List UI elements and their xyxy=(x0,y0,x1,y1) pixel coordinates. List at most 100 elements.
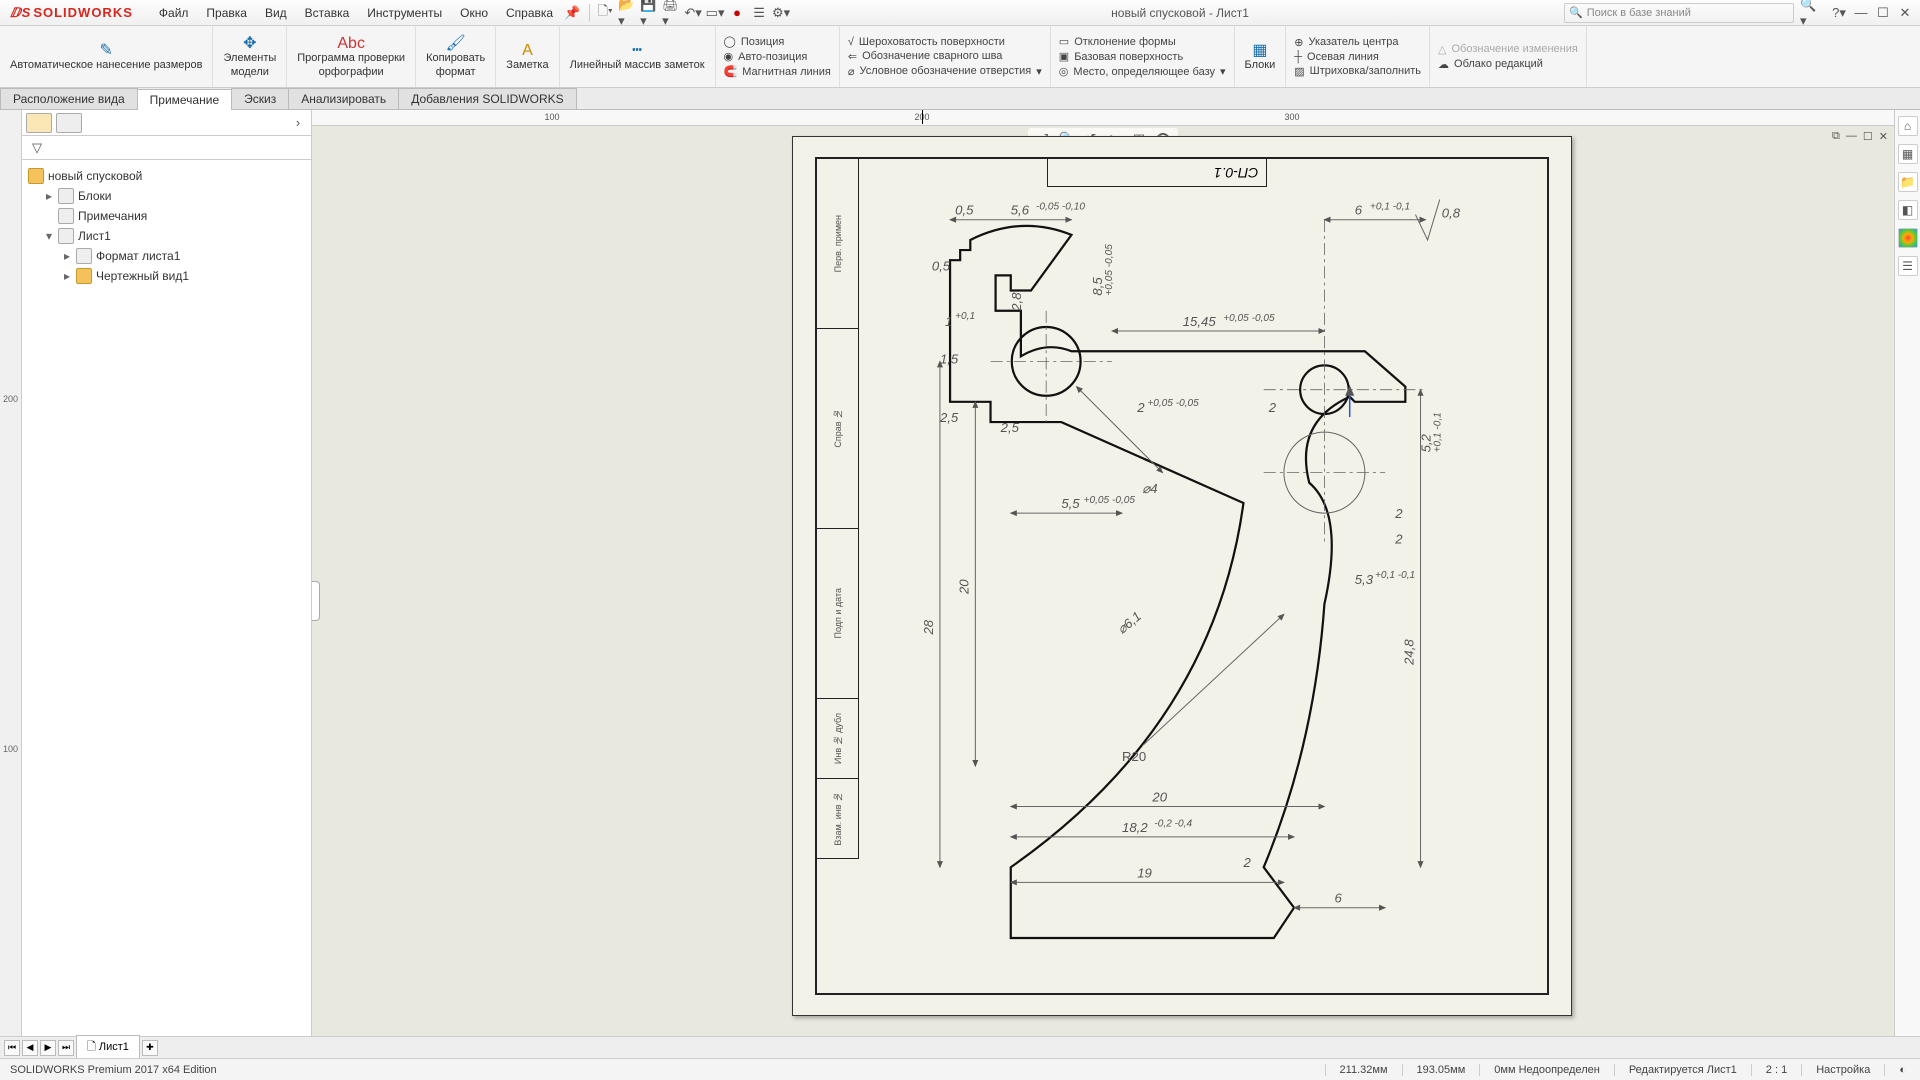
menu-edit[interactable]: Правка xyxy=(198,4,255,22)
sheet-next-icon[interactable]: ▶ xyxy=(40,1040,56,1056)
minimize-icon[interactable]: — xyxy=(1852,4,1870,22)
library-icon[interactable]: 📁 xyxy=(1898,172,1918,192)
sheet-last-icon[interactable]: ⏭ xyxy=(58,1040,74,1056)
sheet-first-icon[interactable]: ⏮ xyxy=(4,1040,20,1056)
undo-icon[interactable]: ↶▾ xyxy=(684,4,702,22)
menu-help[interactable]: Справка xyxy=(498,4,561,22)
tab-sketch[interactable]: Эскиз xyxy=(231,88,289,109)
ribbon-auto-balloon[interactable]: ◉Авто-позиция xyxy=(724,50,831,63)
ribbon-surface-finish[interactable]: √Шероховатость поверхности xyxy=(848,36,1042,48)
close-icon[interactable]: ✕ xyxy=(1896,4,1914,22)
pin-icon[interactable]: 📌 xyxy=(563,4,581,22)
ribbon-datum-target[interactable]: ◎Место, определяющее базу▾ xyxy=(1059,65,1226,78)
panel-expand-icon[interactable]: › xyxy=(289,114,307,132)
dim-6: 6 xyxy=(1355,203,1363,218)
tab-evaluate[interactable]: Анализировать xyxy=(288,88,399,109)
home-icon[interactable]: ⌂ xyxy=(1898,116,1918,136)
tree-sheet1[interactable]: ▾Лист1 xyxy=(26,226,307,246)
ribbon-centerline[interactable]: ┼Осевая линия xyxy=(1294,51,1421,63)
drawing-canvas[interactable]: ⤢ 🔍 ↺ ✂ ◫ 👁 ⧉ — ☐ ✕ СП-0.1 Перв. примен … xyxy=(312,126,1894,1036)
sheet-add-icon[interactable]: ✚ xyxy=(142,1040,158,1056)
surface-icon: √ xyxy=(848,36,854,48)
status-scale[interactable]: 2 : 1 xyxy=(1751,1064,1801,1076)
menu-file[interactable]: Файл xyxy=(151,4,197,22)
panel-splitter[interactable] xyxy=(312,581,320,621)
print-icon[interactable]: 🖨▾ xyxy=(662,4,680,22)
dim-0-5b: 0,5 xyxy=(932,258,951,273)
ribbon-datum[interactable]: ▣Базовая поверхность xyxy=(1059,50,1226,63)
mdi-max-icon[interactable]: ☐ xyxy=(1863,130,1873,143)
ribbon-center-mark[interactable]: ⊕Указатель центра xyxy=(1294,36,1421,49)
feature-tree-tab[interactable] xyxy=(26,113,52,133)
menu-view[interactable]: Вид xyxy=(257,4,295,22)
drawing-sheet[interactable]: СП-0.1 Перв. примен Справ № Подп и дата … xyxy=(792,136,1572,1016)
dropdown-icon: ▾ xyxy=(1220,65,1226,78)
ribbon-col-revision: △Обозначение изменения ☁Облако редакций xyxy=(1430,26,1587,87)
appearances-icon[interactable] xyxy=(1898,228,1918,248)
dim-1-tol: +0,1 xyxy=(955,311,975,322)
side-label-1: Справ № xyxy=(833,409,843,448)
ribbon-linear-pattern[interactable]: ┅Линейный массив заметок xyxy=(560,26,716,87)
select-icon[interactable]: ▭▾ xyxy=(706,4,724,22)
ribbon-hole-callout[interactable]: ⌀Условное обозначение отверстия▾ xyxy=(848,65,1042,78)
sheet-tab-1[interactable]: 🗋 Лист1 xyxy=(76,1035,140,1060)
tab-view-layout[interactable]: Расположение вида xyxy=(0,88,138,109)
status-custom[interactable]: Настройка xyxy=(1801,1064,1884,1076)
new-icon[interactable]: 🗋▾ xyxy=(596,4,614,22)
drawing-view: 0,8 R20 0,5 5,6 -0,05 -0,10 6 +0,1 -0,1 xyxy=(859,159,1547,1009)
ribbon-revision-cloud[interactable]: ☁Облако редакций xyxy=(1438,58,1578,71)
options-icon[interactable]: ☰ xyxy=(750,4,768,22)
custom-props-icon[interactable]: ☰ xyxy=(1898,256,1918,276)
tree-blocks[interactable]: ▸Блоки xyxy=(26,186,307,206)
help-icon[interactable]: ?▾ xyxy=(1830,4,1848,22)
ribbon-model-items[interactable]: ✥Элементымодели xyxy=(213,26,287,87)
resources-icon[interactable]: ▦ xyxy=(1898,144,1918,164)
search-input[interactable]: 🔍 Поиск в базе знаний xyxy=(1564,3,1794,23)
ribbon-format-painter[interactable]: 🖌Копироватьформат xyxy=(416,26,496,87)
tree-root[interactable]: новый спусковой xyxy=(26,166,307,186)
dim-5-6: 5,6 xyxy=(1011,203,1030,218)
settings-icon[interactable]: ⚙▾ xyxy=(772,4,790,22)
ribbon-balloon[interactable]: ◯Позиция xyxy=(724,35,831,48)
ribbon-spellcheck[interactable]: AbcПрограмма проверкиорфографии xyxy=(287,26,416,87)
ribbon-weld[interactable]: ⇐Обозначение сварного шва xyxy=(848,50,1042,63)
property-tab[interactable] xyxy=(56,113,82,133)
rebuild-icon[interactable]: ● xyxy=(728,4,746,22)
open-icon[interactable]: 📂▾ xyxy=(618,4,636,22)
mdi-min-icon[interactable]: — xyxy=(1846,130,1857,143)
dim-2c: 2 xyxy=(1394,506,1403,521)
tree-sheet-format[interactable]: ▸Формат листа1 xyxy=(26,246,307,266)
search-icon: 🔍 xyxy=(1569,6,1583,19)
dim-18-2: 18,2 xyxy=(1122,820,1148,835)
ribbon: ✎Автоматическое нанесение размеров ✥Элем… xyxy=(0,26,1920,88)
filter-icon[interactable]: ▽ xyxy=(28,139,46,157)
menu-tools[interactable]: Инструменты xyxy=(359,4,450,22)
cloud-icon: ☁ xyxy=(1438,58,1449,71)
tree-annotations[interactable]: Примечания xyxy=(26,206,307,226)
hole-icon: ⌀ xyxy=(848,65,855,78)
save-icon[interactable]: 💾▾ xyxy=(640,4,658,22)
ribbon-blocks[interactable]: ▦Блоки xyxy=(1235,26,1287,87)
search-dropdown-icon[interactable]: 🔍▾ xyxy=(1800,4,1818,22)
maximize-icon[interactable]: ☐ xyxy=(1874,4,1892,22)
status-flag-icon[interactable]: ◐ xyxy=(1884,1064,1920,1076)
tree-drawing-view1[interactable]: ▸Чертежный вид1 xyxy=(26,266,307,286)
ribbon-hatch[interactable]: ▨Штриховка/заполнить xyxy=(1294,65,1421,78)
mdi-dup-icon[interactable]: ⧉ xyxy=(1832,130,1840,143)
ribbon-smart-dimension[interactable]: ✎Автоматическое нанесение размеров xyxy=(0,26,213,87)
mdi-close-icon[interactable]: ✕ xyxy=(1879,130,1888,143)
dropdown-icon: ▾ xyxy=(1036,65,1042,78)
tab-addins[interactable]: Добавления SOLIDWORKS xyxy=(398,88,577,109)
dim-18-2-tol: -0,2 -0,4 xyxy=(1154,819,1192,830)
ribbon-revision-symbol: △Обозначение изменения xyxy=(1438,43,1578,56)
sheet-prev-icon[interactable]: ◀ xyxy=(22,1040,38,1056)
dim-5-5: 5,5 xyxy=(1061,496,1080,511)
menu-insert[interactable]: Вставка xyxy=(297,4,358,22)
ribbon-magnetic-line[interactable]: 🧲Магнитная линия xyxy=(724,65,831,78)
ribbon-gtol[interactable]: ▭Отклонение формы xyxy=(1059,35,1226,48)
view-palette-icon[interactable]: ◧ xyxy=(1898,200,1918,220)
tab-annotation[interactable]: Примечание xyxy=(137,89,232,110)
ribbon-note[interactable]: AЗаметка xyxy=(496,26,559,87)
dim-6b: 6 xyxy=(1335,891,1343,906)
menu-window[interactable]: Окно xyxy=(452,4,496,22)
